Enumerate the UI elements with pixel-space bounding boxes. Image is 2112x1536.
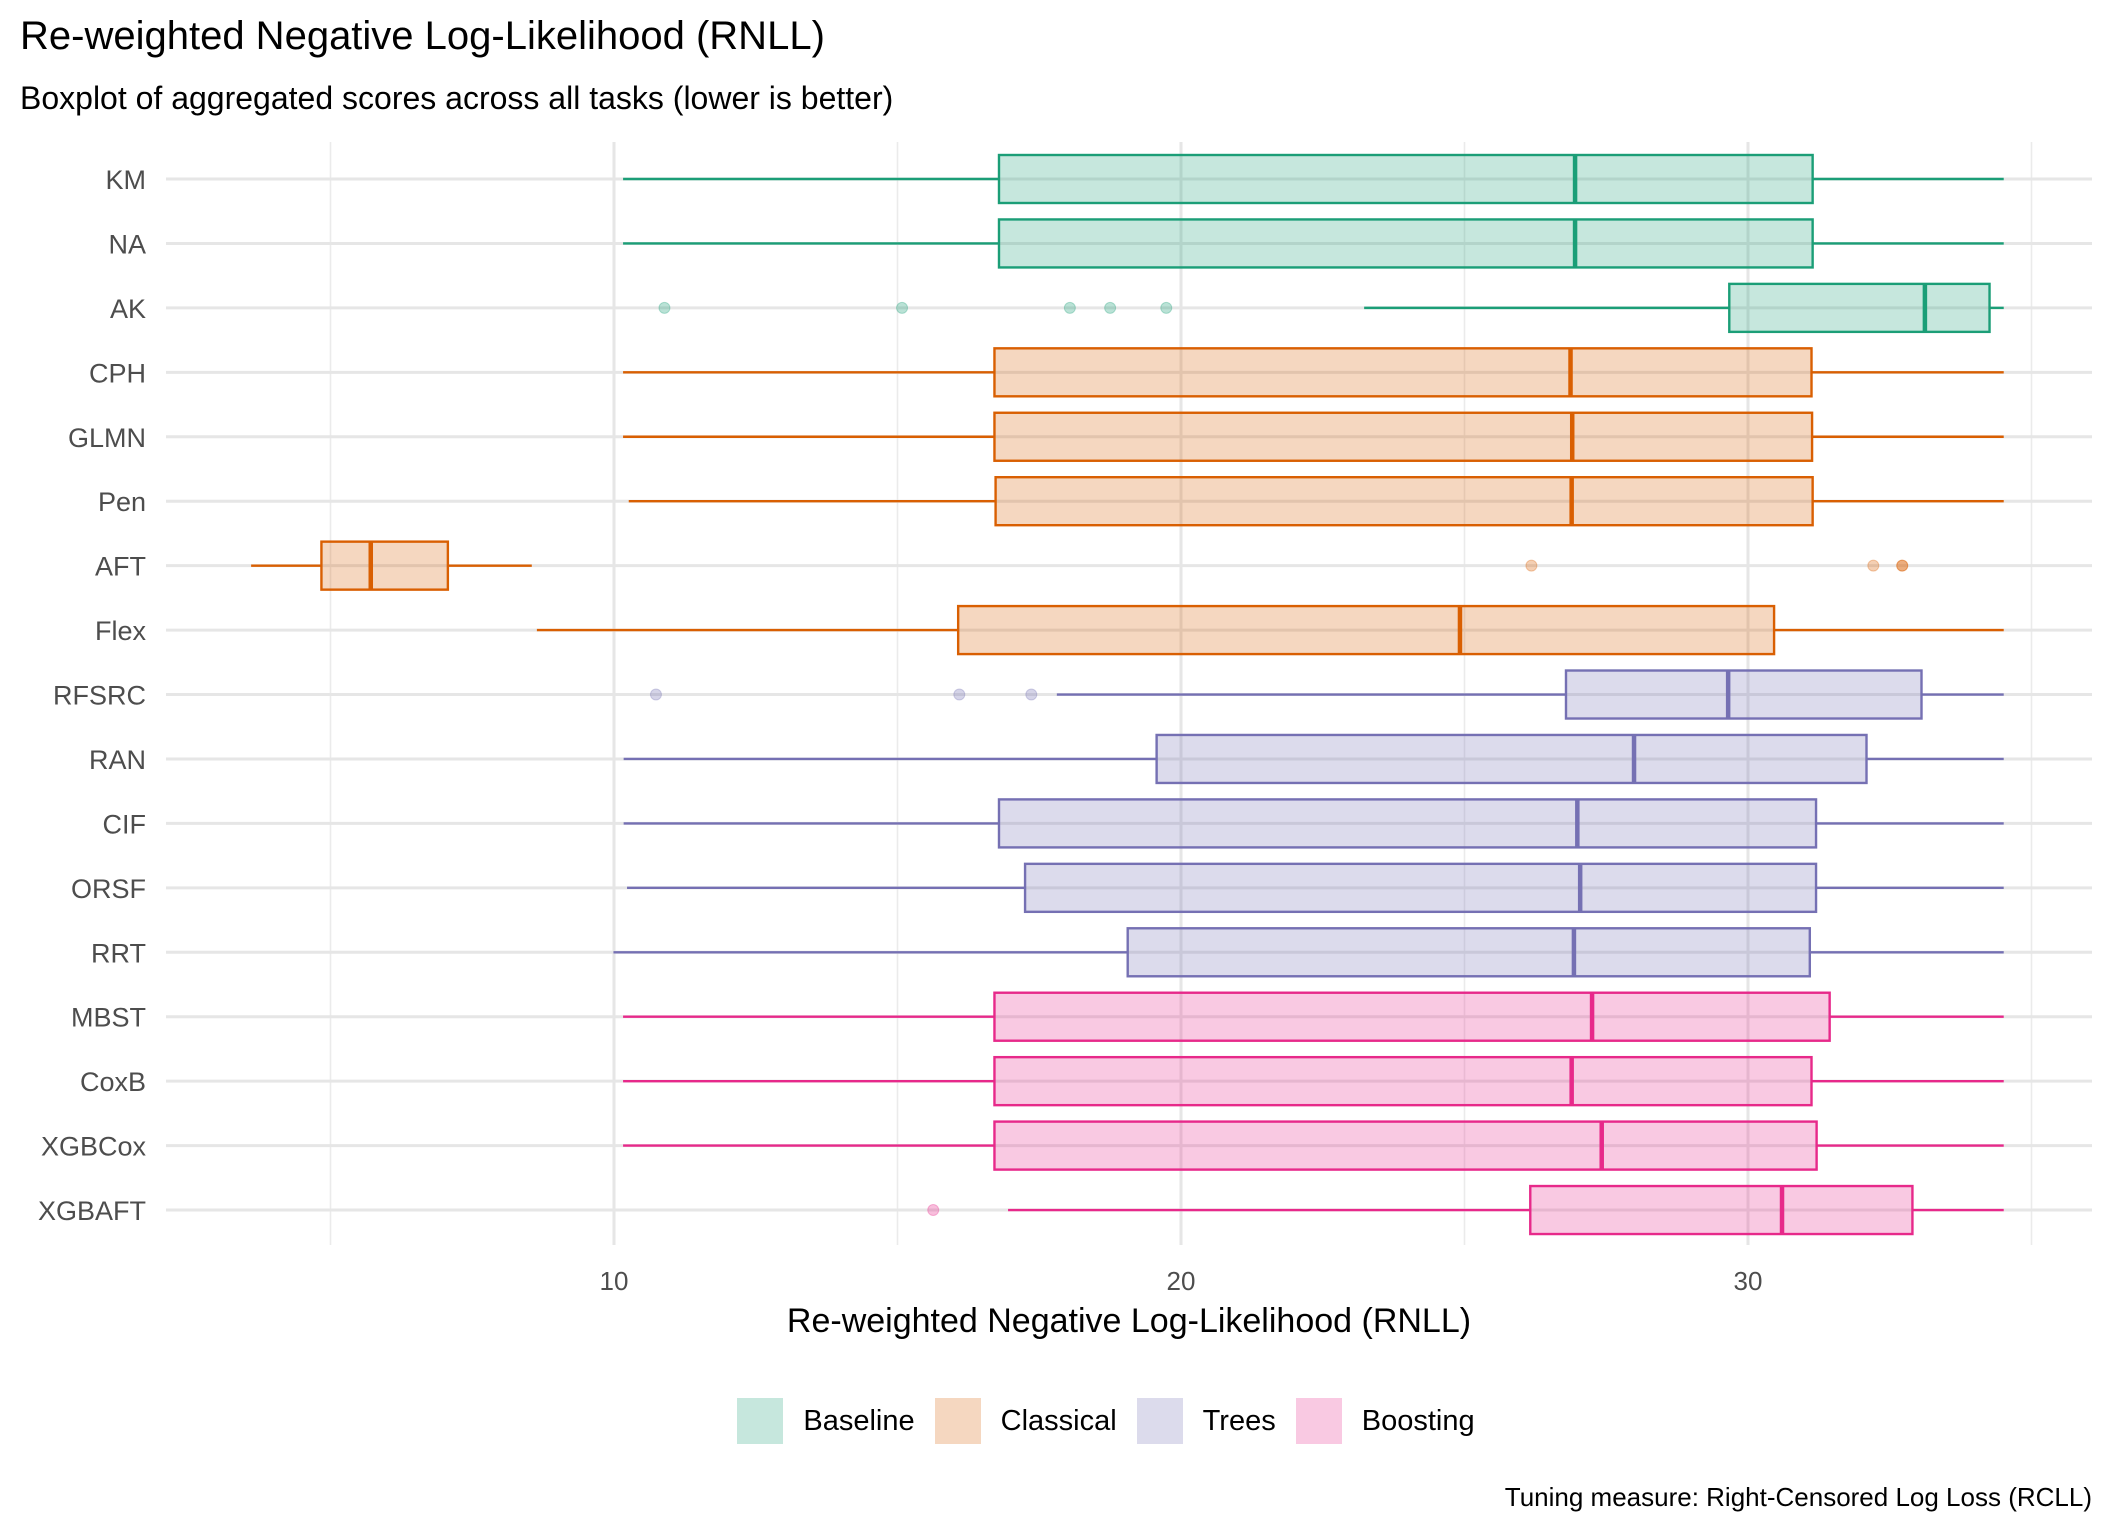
box-flex <box>536 604 2004 656</box>
box-xgbcox <box>623 1120 2004 1171</box>
y-tick-label: XGBAFT <box>38 1196 146 1226</box>
outlier-point <box>1160 301 1173 314</box>
legend-swatch-classical <box>934 1398 981 1444</box>
iqr-box <box>1728 282 1991 334</box>
y-tick-label: CPH <box>89 358 146 388</box>
y-tick-label: CIF <box>103 809 147 839</box>
y-tick-label: GLMN <box>68 423 146 453</box>
iqr-box <box>956 604 1776 656</box>
box-aft <box>251 540 1909 591</box>
box-orsf <box>627 862 2004 914</box>
iqr-box <box>993 991 1831 1042</box>
iqr-box <box>993 411 1814 462</box>
iqr-box <box>320 540 450 591</box>
outlier-point <box>896 301 909 314</box>
legend-item-baseline: Baseline <box>737 1398 915 1444</box>
box-xgbaft <box>927 1184 2004 1236</box>
outlier-point <box>1025 688 1038 701</box>
iqr-box <box>1023 862 1818 914</box>
iqr-box <box>997 798 1818 849</box>
iqr-box <box>997 218 1814 269</box>
box-layer <box>251 153 2004 1236</box>
box-km <box>623 153 2004 205</box>
outlier-point <box>1063 301 1076 314</box>
legend-label: Baseline <box>803 1404 915 1437</box>
legend-label: Boosting <box>1361 1404 1475 1437</box>
grid-layer <box>166 142 2092 1245</box>
x-tick-label: 20 <box>1167 1266 1196 1296</box>
outlier-point <box>1525 559 1538 572</box>
iqr-box <box>1126 927 1812 978</box>
iqr-box <box>997 153 1814 205</box>
y-tick-label: MBST <box>71 1003 146 1033</box>
outlier-point <box>1104 301 1117 314</box>
chart-title: Re-weighted Negative Log-Likelihood (RNL… <box>20 14 825 58</box>
box-ak <box>658 282 2004 334</box>
iqr-box <box>993 1120 1818 1171</box>
y-tick-label: NA <box>108 229 146 259</box>
box-ran <box>623 733 2004 785</box>
legend-label: Classical <box>1000 1404 1117 1437</box>
legend-swatch-trees <box>1136 1398 1183 1444</box>
iqr-box <box>1155 733 1868 785</box>
y-tick-labels: KM NA AK CPH GLMN Pen AFT Flex RFSRC RAN CIF ORSF RR… <box>38 165 147 1226</box>
y-tick-label: CoxB <box>80 1067 146 1097</box>
x-axis-title: Re-weighted Negative Log-Likelihood (RNL… <box>787 1302 1471 1340</box>
iqr-box <box>1529 1184 1914 1236</box>
outlier-point <box>953 688 966 701</box>
iqr-box <box>993 347 1813 398</box>
y-tick-label: KM <box>106 165 147 195</box>
y-tick-label: Pen <box>98 487 146 517</box>
outlier-point <box>1896 559 1909 572</box>
y-tick-label: AK <box>110 294 146 324</box>
y-tick-label: ORSF <box>71 874 146 904</box>
legend-item-trees: Trees <box>1136 1398 1276 1444</box>
box-na <box>623 218 2004 269</box>
iqr-box <box>994 476 1814 527</box>
iqr-box <box>993 1055 1813 1107</box>
box-rrt <box>613 927 2004 978</box>
x-tick-labels: 10 20 30 <box>600 1266 1763 1296</box>
chart-subtitle: Boxplot of aggregated scores across all … <box>20 80 894 116</box>
legend-label: Trees <box>1202 1404 1276 1437</box>
y-tick-label: XGBCox <box>41 1132 147 1162</box>
box-rfsrc <box>649 669 2004 720</box>
legend: Baseline Classical Trees Boosting <box>0 1398 2112 1444</box>
y-tick-label: Flex <box>95 616 147 646</box>
x-tick-label: 10 <box>600 1266 629 1296</box>
box-cif <box>623 798 2004 849</box>
chart-caption: Tuning measure: Right-Censored Log Loss … <box>1504 1482 2092 1512</box>
box-pen <box>628 476 2004 527</box>
y-tick-label: RAN <box>89 745 146 775</box>
iqr-box <box>1564 669 1923 720</box>
legend-swatch-baseline <box>737 1398 784 1444</box>
y-tick-label: AFT <box>95 552 146 582</box>
box-glmn <box>623 411 2004 462</box>
x-tick-label: 30 <box>1734 1266 1763 1296</box>
box-mbst <box>623 991 2004 1042</box>
legend-item-boosting: Boosting <box>1295 1398 1475 1444</box>
y-tick-label: RFSRC <box>53 681 146 711</box>
outlier-point <box>927 1204 940 1217</box>
legend-swatch-boosting <box>1295 1398 1342 1444</box>
box-coxb <box>623 1055 2004 1107</box>
legend-item-classical: Classical <box>934 1398 1117 1444</box>
outlier-point <box>1896 559 1909 572</box>
outlier-point <box>649 688 662 701</box>
y-tick-label: RRT <box>91 938 146 968</box>
outlier-point <box>1867 559 1880 572</box>
outlier-point <box>658 301 671 314</box>
box-cph <box>623 347 2004 398</box>
